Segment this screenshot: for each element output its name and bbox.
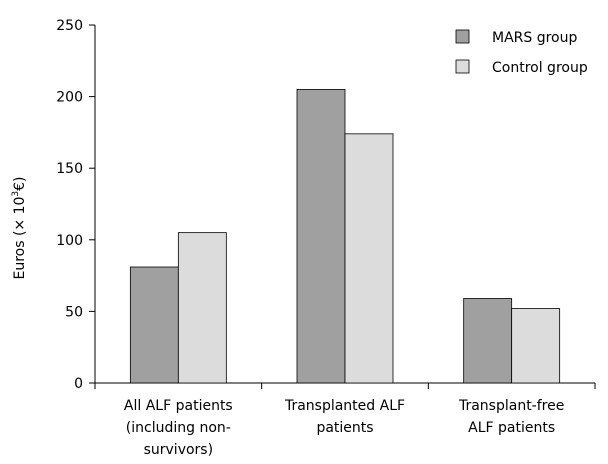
legend-swatch (455, 59, 470, 74)
bar-control-group-2 (511, 308, 561, 384)
legend-swatch (455, 29, 470, 44)
y-axis-title: Euros (× 103€) (11, 176, 28, 279)
bars (129, 89, 561, 384)
y-tick-label: 0 (74, 376, 83, 392)
x-category-label: patients (316, 420, 373, 436)
bar-mars-group-1 (296, 89, 346, 384)
x-category-label: (including non- (126, 420, 231, 436)
legend-label: Control group (492, 60, 588, 76)
y-axis: 0 50 100 150 200 250 (56, 18, 96, 392)
x-category-label: All ALF patients (124, 398, 233, 414)
bar-control-group-1 (344, 133, 394, 384)
category-labels: All ALF patients (including non-survivors… (124, 398, 564, 458)
legend: MARS group Control group (455, 29, 588, 76)
legend-label: MARS group (492, 30, 577, 46)
x-axis (94, 382, 596, 389)
y-tick-label: 200 (56, 90, 83, 106)
y-tick-label: 250 (56, 18, 83, 34)
y-tick-label: 150 (56, 161, 83, 177)
x-category-label: Transplanted ALF (284, 398, 405, 414)
y-tick-label: 100 (56, 233, 83, 249)
bar-mars-group-2 (463, 298, 513, 384)
bar-control-group-0 (177, 232, 227, 384)
x-category-label: survivors) (144, 442, 213, 458)
y-tick-label: 50 (65, 304, 83, 320)
x-category-label: Transplant-free (458, 398, 564, 414)
x-category-label: ALF patients (468, 420, 555, 436)
bar-mars-group-0 (129, 266, 179, 384)
